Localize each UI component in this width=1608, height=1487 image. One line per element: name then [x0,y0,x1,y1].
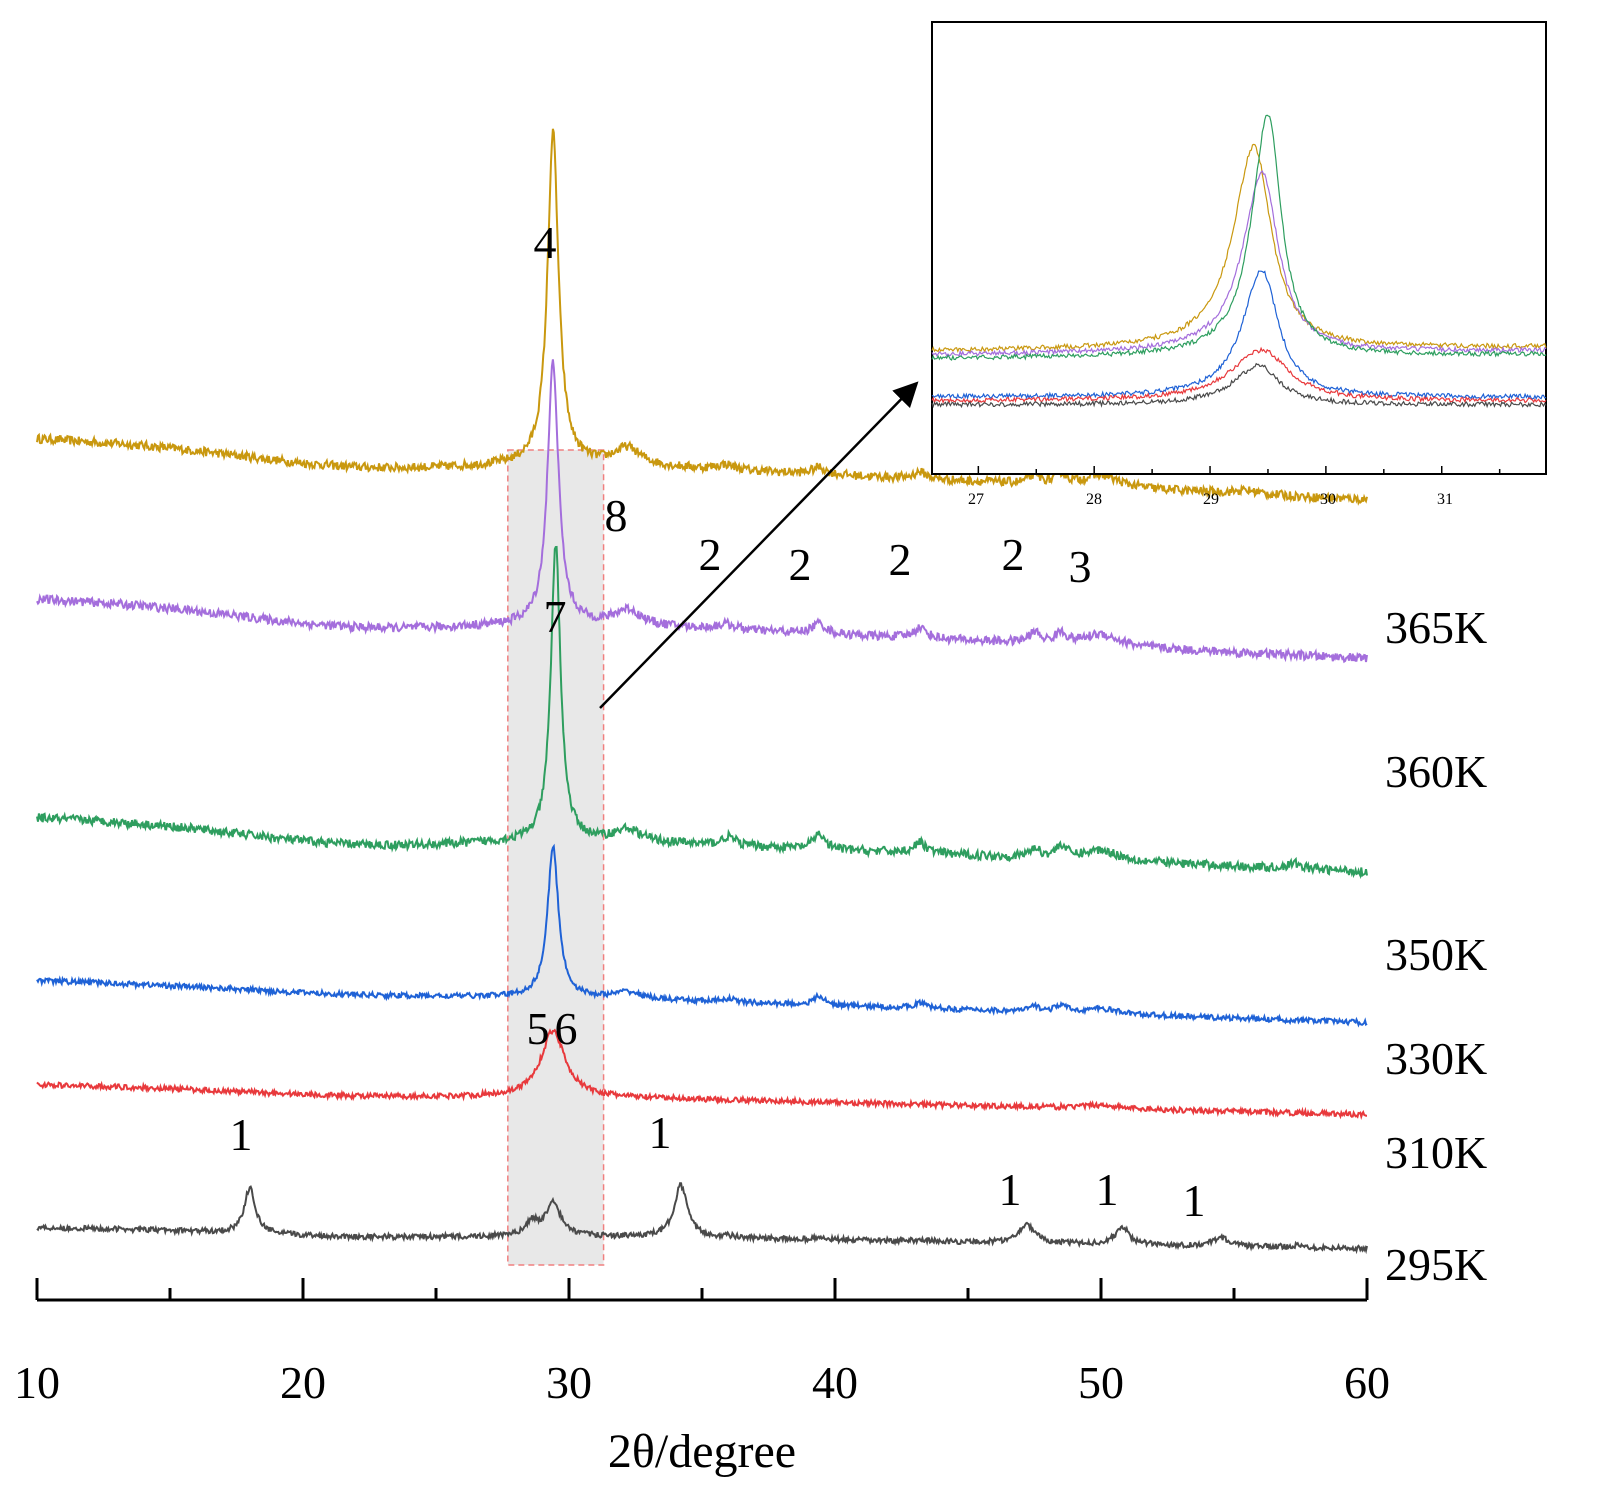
series-line-330k [36,843,1368,1028]
series-label-330k: 330K [1385,1033,1487,1084]
x-tick-label-40: 40 [812,1357,858,1408]
inset-tick-label-30: 30 [1320,491,1336,508]
series-label-310k: 310K [1385,1127,1487,1178]
inset-tick-label-27: 27 [968,491,984,508]
inset-tick-label-29: 29 [1203,491,1219,508]
inset-series-line-360k [931,170,1547,358]
series-label-365k: 365K [1385,602,1487,653]
peak-label-2a: 2 [699,529,722,580]
peak-label-1c: 1 [999,1164,1022,1215]
inset-series-line-350k [931,114,1547,361]
inset-x-ticks [977,466,1501,474]
peak-label-2b: 2 [789,539,812,590]
series-label-295k: 295K [1385,1239,1487,1290]
x-tick-label-50: 50 [1078,1357,1124,1408]
x-axis-ticks [35,1278,1369,1300]
series-line-310k [36,1028,1367,1121]
series-line-360k [36,359,1368,664]
series-line-350k [36,545,1368,880]
inset-frame [931,21,1547,475]
peak-label-6: 6 [555,1003,578,1054]
series-line-295k [36,1182,1368,1255]
inset-series-group [931,114,1547,409]
inset-series-line-330k [931,270,1547,401]
inset-zoom-panel: 27 28 29 30 31 [931,21,1547,508]
peak-label-4: 4 [534,217,557,268]
peak-label-2d: 2 [1002,529,1025,580]
series-label-360k: 360K [1385,746,1487,797]
peak-label-1a: 1 [230,1109,253,1160]
zoom-arrow [599,381,919,709]
series-line-365k [36,128,1368,506]
peak-label-5: 5 [527,1003,550,1054]
peak-label-7: 7 [544,591,567,642]
peak-label-8: 8 [605,490,628,541]
x-tick-label-60: 60 [1344,1357,1390,1408]
series-label-350k: 350K [1385,929,1487,980]
peak-label-1e: 1 [1183,1175,1206,1226]
inset-tick-label-28: 28 [1086,491,1102,508]
peak-label-2c: 2 [889,534,912,585]
peak-label-1d: 1 [1096,1164,1119,1215]
inset-series-line-310k [931,346,1547,405]
x-tick-label-20: 20 [280,1357,326,1408]
inset-series-line-295k [931,362,1547,409]
peak-label-3: 3 [1069,541,1092,592]
inset-tick-label-31: 31 [1437,491,1453,508]
peak-label-1b: 1 [649,1107,672,1158]
main-series-group [36,128,1368,1255]
x-tick-label-10: 10 [14,1357,60,1408]
x-tick-label-30: 30 [546,1357,592,1408]
x-axis-title: 2θ/degree [608,1425,796,1478]
inset-series-line-365k [931,143,1547,353]
